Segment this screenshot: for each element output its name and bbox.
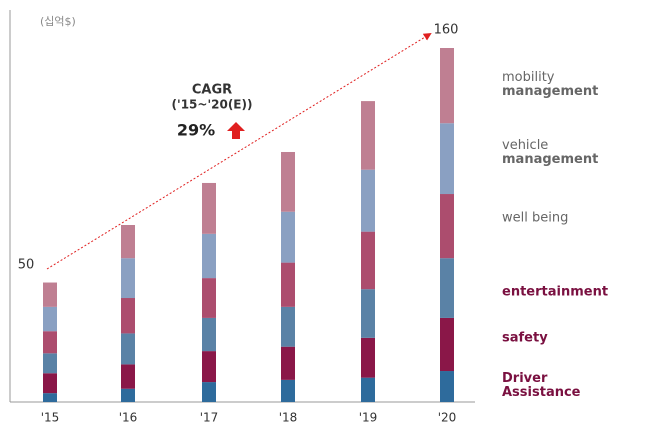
legend-label: Driver Assistance <box>502 371 581 400</box>
bar-segment <box>43 393 57 402</box>
bar-segment <box>440 371 454 402</box>
end-value: 160 <box>434 23 459 38</box>
bar-segment <box>121 333 135 365</box>
x-tick-label: '16 <box>119 411 138 425</box>
x-tick-label: '15 <box>41 411 60 425</box>
bar-segment <box>202 278 216 318</box>
bar-segment <box>281 211 295 263</box>
bar-segment <box>440 317 454 372</box>
bar-segment <box>361 337 375 378</box>
bar-segment <box>202 317 216 352</box>
bar-segment <box>281 379 295 402</box>
legend-label: vehicle management <box>502 138 598 167</box>
bar-segment <box>281 151 295 212</box>
bar-segment <box>440 123 454 195</box>
x-tick-label: '18 <box>279 411 298 425</box>
x-tick-label: '17 <box>200 411 219 425</box>
bar-segment <box>440 48 454 124</box>
growth-arrow <box>46 32 432 270</box>
legend-label: safety <box>502 331 548 346</box>
start-value: 50 <box>18 258 35 273</box>
bar-segment <box>281 262 295 307</box>
cagr-period: ('15~'20(E)) <box>172 98 253 112</box>
unit-label: (십억$) <box>40 15 76 28</box>
bar-segment <box>121 364 135 389</box>
bar-segment <box>361 101 375 170</box>
legend-label: well being <box>502 211 568 226</box>
bar-segment <box>440 258 454 318</box>
bar-segment <box>121 298 135 334</box>
legend-label: mobility management <box>502 70 598 99</box>
bar-segment <box>361 377 375 402</box>
bar-segment <box>202 351 216 383</box>
cagr-label: CAGR <box>192 83 232 98</box>
bar-segment <box>43 282 57 307</box>
bar-segment <box>121 225 135 259</box>
bar-segment <box>440 194 454 259</box>
x-tick-label: '20 <box>438 411 457 425</box>
bar-segment <box>202 233 216 279</box>
bar-segment <box>361 169 375 232</box>
bar-segment <box>121 388 135 402</box>
bar-segment <box>361 231 375 290</box>
bar-segment <box>202 382 216 402</box>
bar-segment <box>43 331 57 354</box>
bar-segment <box>43 306 57 332</box>
up-arrow-icon <box>227 122 245 139</box>
bar-segment <box>121 258 135 299</box>
x-tick-label: '19 <box>359 411 378 425</box>
bar-segment <box>202 182 216 234</box>
bar-segment <box>43 373 57 394</box>
legend-label: entertainment <box>502 285 608 300</box>
cagr-rate: 29% <box>177 121 215 140</box>
bar-segment <box>43 353 57 374</box>
bar-segment <box>361 289 375 338</box>
bar-segment <box>281 346 295 380</box>
bar-segment <box>281 306 295 347</box>
